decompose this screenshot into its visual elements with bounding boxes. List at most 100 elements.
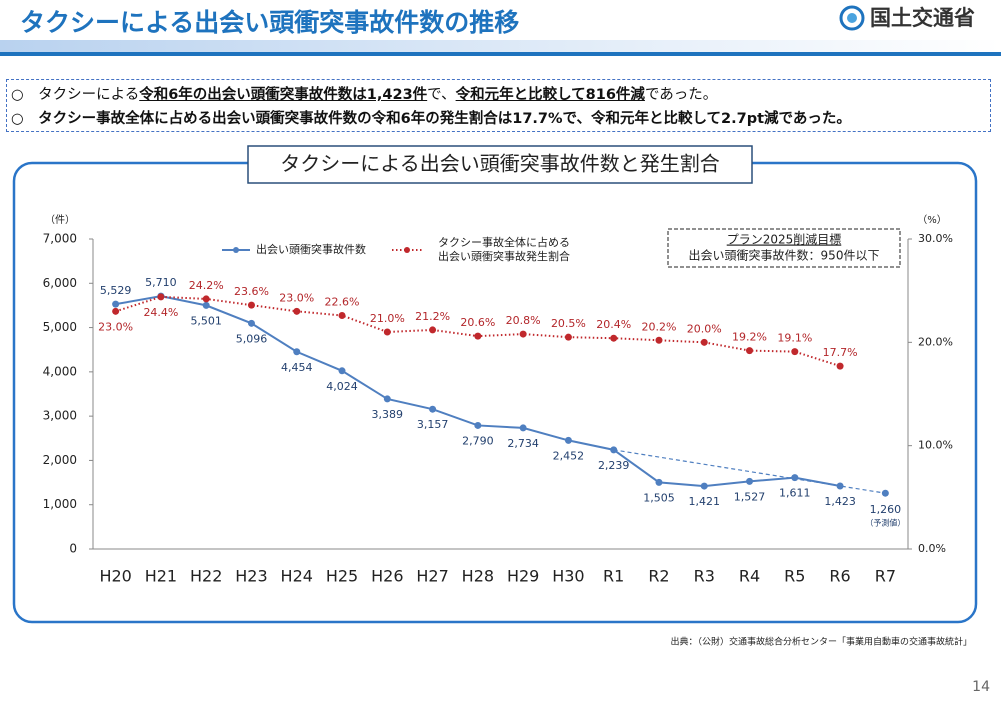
y2-unit: （%）	[917, 214, 947, 226]
ratio-point	[429, 326, 437, 334]
legend-label: 出会い頭衝突事故件数	[256, 242, 366, 256]
forecast-line	[613, 449, 886, 494]
count-point	[700, 482, 708, 490]
target-box	[667, 228, 901, 268]
logo: 国土交通省	[839, 5, 975, 31]
count-label: 5,710	[145, 276, 177, 289]
y-tick-label: 2,000	[43, 453, 77, 467]
x-tick-label: H28	[462, 567, 494, 586]
forecast-point	[881, 489, 889, 497]
ratio-label: 20.8%	[506, 314, 541, 327]
count-point	[746, 477, 754, 485]
count-point	[474, 421, 482, 429]
count-label: 4,024	[326, 380, 358, 393]
chart-title-box	[247, 145, 753, 184]
ratio-label: 20.6%	[460, 316, 495, 329]
ratio-point	[564, 333, 572, 341]
y-tick-label: 1,000	[43, 497, 77, 511]
forecast-note: （予測値）	[865, 518, 905, 528]
count-label: 5,529	[100, 284, 132, 297]
y-tick-label: 3,000	[43, 409, 77, 423]
ratio-point	[202, 295, 210, 303]
x-tick-label: H25	[326, 567, 358, 586]
count-label: 3,389	[372, 408, 404, 421]
emphasis: 令和6年の出会い頭衝突事故件数は1,423件	[139, 87, 428, 103]
x-tick-label: R4	[739, 567, 760, 586]
ratio-label: 23.0%	[279, 291, 314, 304]
logo-icon	[839, 5, 865, 31]
logo-icon-core	[847, 13, 857, 23]
count-label: 1,423	[824, 495, 856, 508]
count-label: 1,421	[689, 495, 721, 508]
y2-tick-label: 20.0%	[918, 335, 953, 348]
count-label: 1,505	[643, 491, 675, 504]
ratio-point	[293, 307, 301, 315]
ratio-point	[655, 336, 663, 344]
count-point	[836, 482, 844, 490]
target-title: プラン2025削減目標	[727, 232, 842, 247]
x-tick-label: R5	[784, 567, 805, 586]
count-label: 2,790	[462, 434, 494, 447]
forecast-value-label: 1,260	[870, 503, 902, 516]
ratio-label: 20.5%	[551, 317, 586, 330]
ratio-point	[791, 348, 799, 356]
chart-title: タクシーによる出会い頭衝突事故件数と発生割合	[280, 152, 719, 176]
header-line	[0, 52, 1001, 56]
summary-box: ○ タクシーによる令和6年の出会い頭衝突事故件数は1,423件で、令和元年と比較…	[6, 79, 991, 132]
ratio-label: 24.2%	[189, 279, 224, 292]
count-point	[383, 395, 391, 403]
ratio-point	[383, 328, 391, 336]
logo-text: 国土交通省	[870, 6, 975, 30]
legend-marker	[233, 247, 239, 253]
ratio-label: 20.0%	[687, 322, 722, 335]
count-label: 2,734	[507, 437, 539, 450]
ratio-point	[519, 330, 527, 338]
count-point	[429, 405, 437, 413]
count-point	[247, 319, 255, 327]
ratio-label: 17.7%	[823, 346, 858, 359]
count-label: 5,501	[190, 314, 222, 327]
ratio-label: 23.6%	[234, 285, 269, 298]
x-tick-label: H29	[507, 567, 539, 586]
y-tick-label: 6,000	[43, 276, 77, 290]
x-tick-label: H22	[190, 567, 222, 586]
y-tick-label: 4,000	[43, 364, 77, 378]
text: であった。	[644, 87, 718, 103]
ratio-label: 22.6%	[325, 295, 360, 308]
count-point	[791, 474, 799, 482]
y-tick-label: 7,000	[43, 232, 77, 246]
count-label: 5,096	[236, 332, 268, 345]
y-unit: （件）	[45, 214, 75, 226]
x-tick-label: H23	[235, 567, 267, 586]
count-point	[610, 446, 618, 454]
y2-tick-label: 30.0%	[918, 232, 953, 245]
ratio-point	[836, 362, 844, 370]
y-tick-label: 5,000	[43, 320, 77, 334]
ratio-label: 19.2%	[732, 331, 767, 344]
ratio-label: 21.2%	[415, 310, 450, 323]
x-tick-label: R2	[648, 567, 669, 586]
page-title: タクシーによる出会い頭衝突事故件数の推移	[20, 8, 519, 37]
count-label: 3,157	[417, 418, 449, 431]
count-label: 2,452	[553, 449, 585, 462]
count-point	[202, 301, 210, 309]
legend-label: タクシー事故全体に占める出会い頭衝突事故発生割合	[438, 236, 570, 263]
bullet: ○ タクシーによる令和6年の出会い頭衝突事故件数は1,423件で、令和元年と比較…	[11, 83, 990, 107]
count-point	[112, 300, 120, 308]
ratio-label: 19.1%	[777, 332, 812, 345]
ratio-point	[610, 334, 618, 342]
x-tick-label: H26	[371, 567, 403, 586]
header-band	[0, 40, 1001, 52]
emphasis: 令和元年と比較して816件減	[455, 87, 645, 103]
x-tick-label: R7	[875, 567, 896, 586]
count-label: 4,454	[281, 361, 313, 374]
count-label: 1,611	[779, 487, 811, 500]
text: ○ タクシーによる	[11, 87, 140, 103]
ratio-label: 20.2%	[641, 320, 676, 333]
text: ○ タクシー事故全体に占める出会い頭衝突事故件数の令和6年の発生割合は17.7%…	[11, 111, 851, 127]
ratio-label: 24.4%	[143, 306, 178, 319]
y2-tick-label: 0.0%	[918, 542, 946, 555]
count-point	[293, 348, 301, 356]
x-tick-label: H30	[552, 567, 584, 586]
